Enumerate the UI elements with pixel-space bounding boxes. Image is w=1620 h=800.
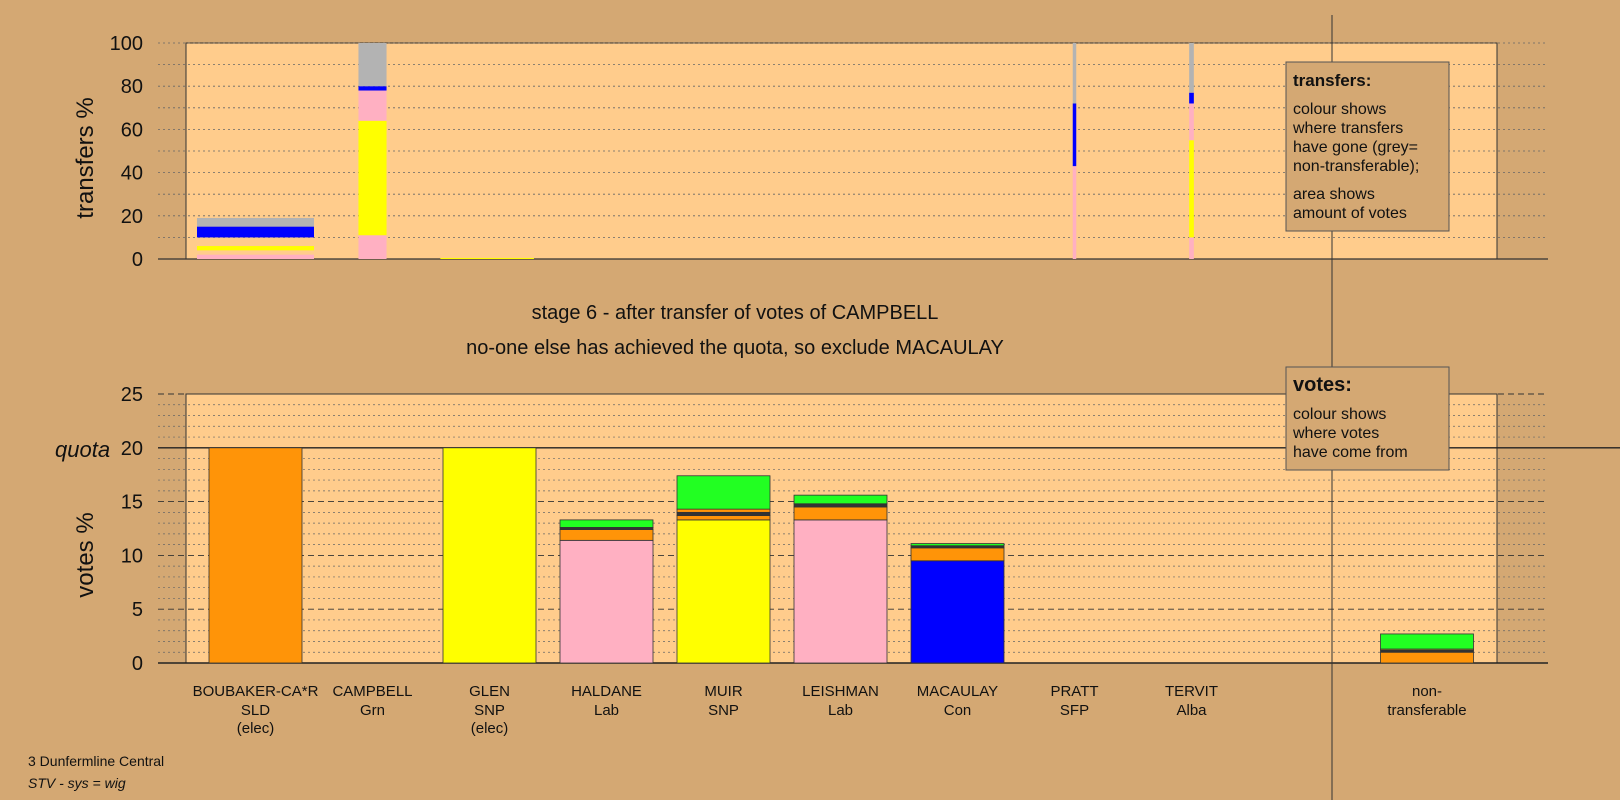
votes-legend-frame xyxy=(1285,366,1450,471)
transfers-legend-line: colour shows xyxy=(1293,101,1386,118)
stage-title: stage 6 - after transfer of votes of CAM… xyxy=(532,302,939,324)
transfer-segment xyxy=(358,43,387,87)
transfer-segment xyxy=(197,217,314,227)
nontransferable-label: non- xyxy=(1412,683,1442,700)
nontransferable-label: transferable xyxy=(1387,702,1466,719)
vote-segment xyxy=(1380,651,1474,664)
transfer-segment xyxy=(1072,43,1077,104)
candidate-party-label: SFP xyxy=(1060,702,1089,719)
transfer-segment xyxy=(1189,140,1194,238)
transfer-segment xyxy=(197,254,314,259)
votes-y-tick-label: 0 xyxy=(132,653,143,675)
transfers-legend-line: have gone (grey= xyxy=(1293,139,1418,156)
transfer-segment xyxy=(1189,237,1194,259)
vote-segment xyxy=(442,447,537,664)
transfer-segment xyxy=(197,226,314,238)
transfers-legend-line: where transfers xyxy=(1292,120,1403,137)
votes-chart: 0510152025BOUBAKER-CA*RSLD(elec)CAMPBELL… xyxy=(121,384,1620,737)
candidate-name-label: BOUBAKER-CA*R xyxy=(193,683,319,700)
transfers-y-tick-label: 100 xyxy=(110,33,143,55)
vote-segment xyxy=(1380,633,1474,650)
transfers-y-tick-label: 40 xyxy=(121,163,143,185)
vote-segment xyxy=(910,560,1005,664)
transfer-segment xyxy=(358,120,387,236)
votes-legend-box: votes: colour shows where votes have com… xyxy=(1285,366,1450,471)
candidate-name-label: HALDANE xyxy=(571,683,642,700)
vote-segment xyxy=(793,506,888,521)
transfers-legend-title: transfers: xyxy=(1293,71,1371,90)
vote-segment xyxy=(793,503,888,508)
transfer-segment xyxy=(197,246,314,251)
vote-segment xyxy=(793,519,888,664)
transfer-segment xyxy=(1072,103,1077,167)
transfers-legend-line: amount of votes xyxy=(1293,205,1407,222)
votes-y-tick-label: 25 xyxy=(121,384,143,406)
vote-segment xyxy=(910,547,1005,562)
votes-legend-line: colour shows xyxy=(1293,406,1386,423)
vote-segment xyxy=(793,494,888,505)
transfers-legend-box: transfers: colour shows where transfers … xyxy=(1285,61,1450,232)
transfers-legend-line: area shows xyxy=(1293,186,1375,203)
quota-label: quota xyxy=(55,437,110,462)
transfer-segment xyxy=(440,257,534,259)
candidate-party-label: SNP xyxy=(474,702,505,719)
transfer-segment xyxy=(1189,43,1194,93)
transfers-y-tick-label: 0 xyxy=(132,249,143,271)
transfers-y-tick-label: 80 xyxy=(121,76,143,98)
candidate-party-label: Alba xyxy=(1176,702,1207,719)
candidate-name-label: GLEN xyxy=(469,683,510,700)
transfers-legend-line: non-transferable); xyxy=(1293,158,1419,175)
candidate-party-label: Con xyxy=(944,702,972,719)
transfer-segment xyxy=(358,86,387,91)
candidate-name-label: LEISHMAN xyxy=(802,683,879,700)
votes-y-tick-label: 20 xyxy=(121,438,143,460)
candidate-status-label: (elec) xyxy=(471,720,509,737)
transfers-y-axis-label: transfers % xyxy=(72,97,99,218)
candidate-name-label: TERVIT xyxy=(1165,683,1218,700)
candidate-status-label: (elec) xyxy=(237,720,275,737)
votes-y-tick-label: 15 xyxy=(121,492,143,514)
vote-segment xyxy=(676,519,771,664)
votes-y-axis-label: votes % xyxy=(72,512,99,597)
vote-segment xyxy=(559,519,654,528)
candidate-name-label: CAMPBELL xyxy=(332,683,412,700)
vote-segment xyxy=(910,543,1005,547)
footer-system: STV - sys = wig xyxy=(28,775,126,791)
candidate-party-label: Lab xyxy=(594,702,619,719)
footer-ward: 3 Dunfermline Central xyxy=(28,753,164,769)
transfer-segment xyxy=(1189,103,1194,141)
votes-y-tick-label: 5 xyxy=(132,599,143,621)
candidate-party-label: SLD xyxy=(241,702,270,719)
transfers-y-tick-label: 20 xyxy=(121,206,143,228)
vote-segment xyxy=(676,508,771,513)
candidate-party-label: Grn xyxy=(360,702,385,719)
votes-legend-title: votes: xyxy=(1293,374,1352,396)
transfers-y-tick-label: 60 xyxy=(121,119,143,141)
transfer-segment xyxy=(358,235,387,259)
candidate-name-label: MUIR xyxy=(704,683,742,700)
vote-segment xyxy=(676,511,771,516)
transfer-segment xyxy=(1072,166,1077,259)
vote-segment xyxy=(559,529,654,541)
vote-segment xyxy=(676,515,771,521)
stage-subtitle: no-one else has achieved the quota, so e… xyxy=(466,337,1004,359)
vote-segment xyxy=(676,475,771,510)
candidate-name-label: PRATT xyxy=(1050,683,1098,700)
vote-segment xyxy=(559,539,654,664)
transfer-segment xyxy=(1189,92,1194,104)
vote-segment xyxy=(208,447,303,664)
candidate-party-label: Lab xyxy=(828,702,853,719)
votes-legend-line: have come from xyxy=(1293,444,1408,461)
candidate-name-label: MACAULAY xyxy=(917,683,998,700)
votes-y-tick-label: 10 xyxy=(121,545,143,567)
candidate-party-label: SNP xyxy=(708,702,739,719)
transfer-segment xyxy=(358,90,387,121)
transfers-legend-frame xyxy=(1285,61,1450,232)
votes-legend-line: where votes xyxy=(1292,425,1379,442)
transfers-chart: 0 20 40 60 80 100 xyxy=(110,33,1548,271)
